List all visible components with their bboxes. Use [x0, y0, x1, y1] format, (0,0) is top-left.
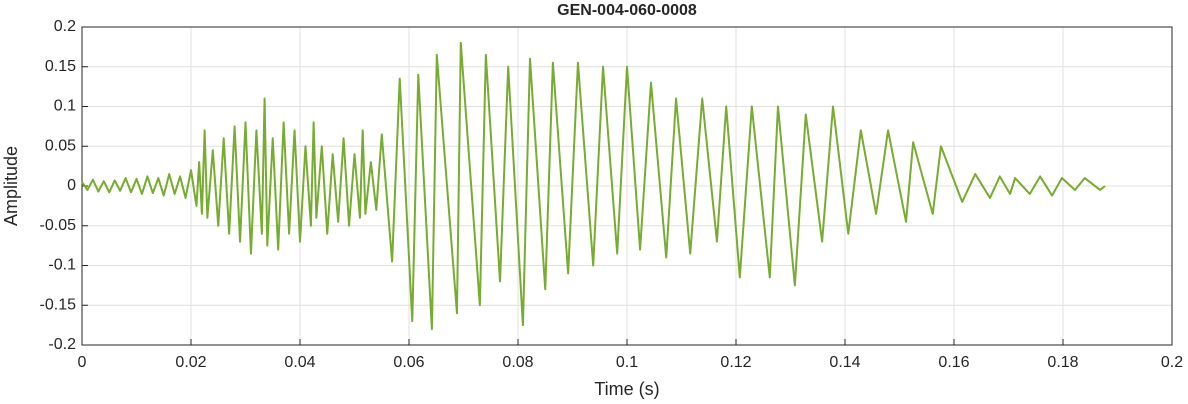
chart-title: GEN-004-060-0008 — [557, 2, 697, 19]
y-tick-label: 0.05 — [45, 137, 76, 154]
y-tick-label: -0.2 — [48, 336, 76, 353]
x-tick-label: 0.2 — [1161, 354, 1183, 371]
x-tick-label: 0.16 — [938, 354, 969, 371]
y-tick-label: 0.15 — [45, 58, 76, 75]
x-axis-label: Time (s) — [594, 379, 659, 399]
y-tick-label: 0.2 — [54, 18, 76, 35]
y-tick-label: -0.05 — [40, 217, 77, 234]
y-tick-label: -0.1 — [48, 257, 76, 274]
x-tick-label: 0.14 — [829, 354, 860, 371]
x-tick-label: 0.08 — [502, 354, 533, 371]
y-tick-label: 0.1 — [54, 98, 76, 115]
x-tick-label: 0.18 — [1047, 354, 1078, 371]
x-tick-label: 0.1 — [616, 354, 638, 371]
x-tick-label: 0.04 — [284, 354, 315, 371]
y-axis-label: Amplitude — [1, 146, 21, 226]
waveform-line — [81, 41, 1106, 331]
y-tick-label: 0 — [67, 177, 76, 194]
x-tick-label: 0.02 — [175, 354, 206, 371]
plot-frame — [81, 26, 1173, 346]
x-tick-label: 0.12 — [720, 354, 751, 371]
x-tick-label: 0 — [78, 354, 87, 371]
x-tick-label: 0.06 — [393, 354, 424, 371]
y-tick-label: -0.15 — [40, 296, 77, 313]
